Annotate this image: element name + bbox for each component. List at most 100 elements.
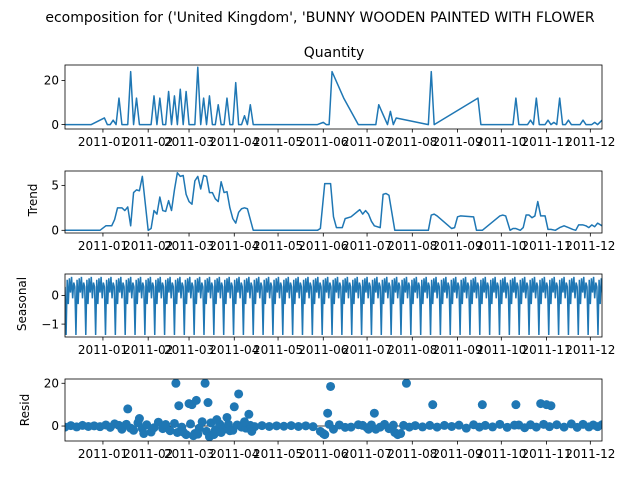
resid-point	[169, 418, 179, 428]
axes-frame	[64, 273, 603, 338]
xtick-label: 2011-08	[387, 239, 437, 253]
xtick-label: 2011-04	[209, 447, 259, 461]
resid-point	[139, 429, 149, 439]
ytick-label: 20	[44, 74, 59, 88]
trend-plot-area: 052011-012011-022011-032011-042011-05201…	[51, 170, 615, 253]
xtick-label: 2011-02	[123, 135, 173, 149]
resid-point	[247, 426, 257, 436]
xtick-label: 2011-04	[209, 343, 259, 357]
series-layer	[65, 172, 602, 232]
xtick-label: 2011-10	[476, 343, 526, 357]
resid-point	[511, 400, 521, 410]
resid-point	[174, 401, 184, 411]
ytick-label: 0	[51, 118, 59, 132]
xtick-label: 2011-11	[521, 343, 571, 357]
resid-point	[209, 430, 219, 440]
resid-point	[171, 379, 181, 388]
xtick-label: 2011-07	[342, 135, 392, 149]
series-layer	[65, 66, 602, 126]
resid-point	[308, 422, 318, 432]
resid-point	[597, 420, 602, 430]
resid-point	[212, 415, 222, 425]
xtick-label: 2011-11	[521, 135, 571, 149]
resid-point	[165, 426, 175, 436]
resid-point	[239, 417, 249, 427]
resid-plot-area: 0202011-012011-022011-032011-042011-0520…	[44, 376, 616, 461]
resid-point	[428, 400, 438, 410]
seasonal-panel: Seasonal 0 −1 2011-012011-022011-032011-04…	[15, 273, 615, 357]
xtick-label: 2011-01	[78, 343, 128, 357]
xtick-label: 2011-12	[565, 343, 615, 357]
xtick-label: 2011-08	[387, 135, 437, 149]
resid-point	[531, 422, 541, 432]
axes-frame	[64, 170, 603, 234]
xtick-label: 2011-06	[298, 447, 348, 461]
resid-point	[200, 379, 210, 388]
resid-point	[272, 421, 282, 431]
seasonal-ylabel: Seasonal	[15, 277, 29, 331]
resid-point	[229, 402, 239, 412]
ytick-label: 0	[51, 224, 59, 238]
xtick-label: 2011-03	[164, 135, 214, 149]
resid-point	[401, 379, 411, 388]
xtick-label: 2011-08	[387, 447, 437, 461]
resid-point	[454, 420, 464, 430]
resid-point	[257, 421, 267, 431]
resid-point	[185, 419, 195, 429]
resid-point	[293, 421, 303, 431]
ytick-label: 20	[44, 376, 59, 390]
xtick-label: 2011-02	[123, 343, 173, 357]
resid-point	[432, 422, 442, 432]
resid-point	[153, 417, 163, 427]
resid-panel: Resid 0202011-012011-022011-032011-04201…	[18, 376, 615, 461]
xtick-label: 2011-05	[253, 135, 303, 149]
figure-suptitle: ecomposition for ('United Kingdom', 'BUN…	[45, 10, 595, 26]
resid-point	[216, 427, 226, 437]
resid-point	[439, 420, 449, 430]
quantity-panel-title: Quantity	[304, 45, 365, 61]
xtick-label: 2011-10	[476, 239, 526, 253]
xtick-label: 2011-07	[342, 239, 392, 253]
series-line	[65, 172, 602, 232]
quantity-plot-area: 0202011-012011-022011-032011-042011-0520…	[44, 64, 615, 149]
resid-point	[129, 425, 139, 435]
xtick-label: 2011-06	[298, 343, 348, 357]
xtick-label: 2011-12	[565, 447, 615, 461]
xtick-label: 2011-01	[78, 447, 128, 461]
resid-point	[191, 395, 201, 405]
axes-frame	[64, 378, 603, 442]
resid-point	[425, 420, 435, 430]
series-layer	[65, 379, 602, 441]
xtick-label: 2011-05	[253, 343, 303, 357]
resid-point	[203, 398, 213, 408]
resid-point	[418, 422, 428, 432]
xtick-label: 2011-08	[387, 343, 437, 357]
axes-frame	[64, 64, 603, 130]
trend-ylabel: Trend	[26, 184, 40, 218]
xtick-label: 2011-03	[164, 447, 214, 461]
xtick-label: 2011-03	[164, 343, 214, 357]
ytick-label: 5	[51, 179, 59, 193]
resid-point	[388, 420, 398, 430]
resid-point	[364, 424, 374, 434]
xtick-label: 2011-10	[476, 135, 526, 149]
resid-point	[222, 412, 232, 422]
xtick-label: 2011-06	[298, 135, 348, 149]
seasonal-line	[65, 276, 602, 336]
resid-point	[369, 408, 379, 418]
xtick-label: 2011-11	[521, 239, 571, 253]
ytick-label: 0	[51, 419, 59, 433]
resid-point	[142, 420, 152, 430]
xtick-label: 2011-09	[432, 239, 482, 253]
xtick-label: 2011-10	[476, 447, 526, 461]
resid-point	[123, 404, 133, 414]
resid-point	[552, 420, 562, 430]
seasonal-plot-area: 0−12011-012011-022011-032011-042011-0520…	[41, 273, 615, 357]
resid-point	[225, 426, 235, 436]
xtick-label: 2011-03	[164, 239, 214, 253]
series-layer	[65, 276, 602, 336]
resid-point	[461, 423, 471, 433]
resid-point	[264, 421, 274, 431]
resid-point	[326, 381, 336, 391]
